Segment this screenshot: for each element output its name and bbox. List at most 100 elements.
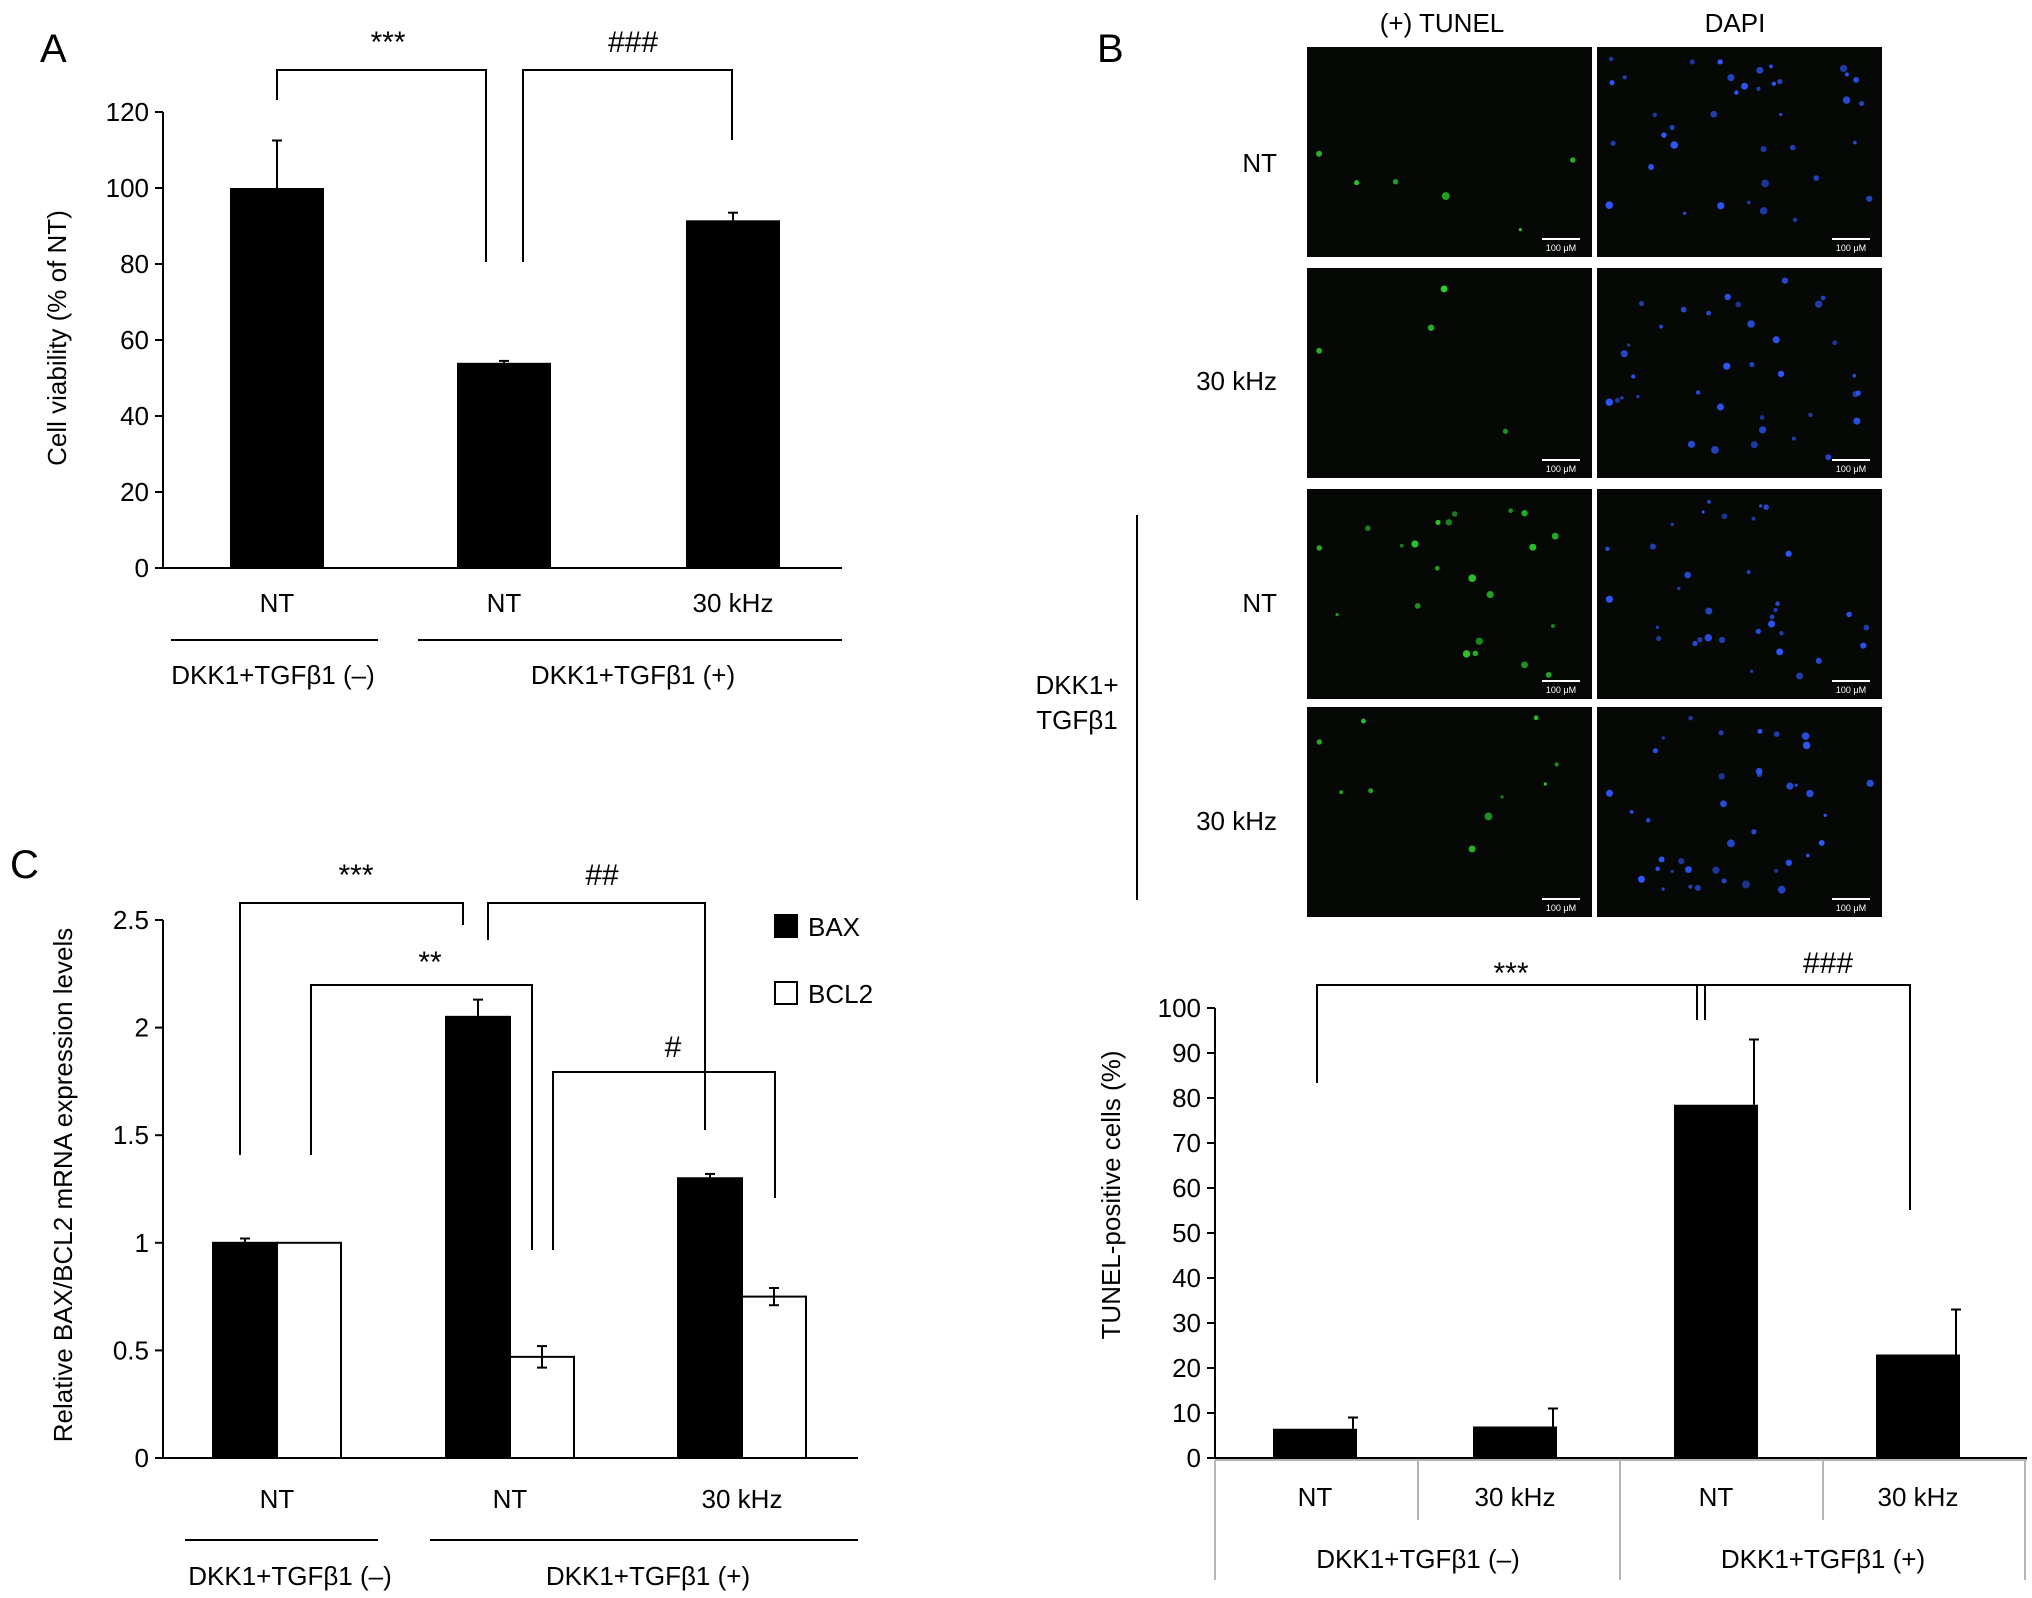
dapi-nucleus: [1751, 829, 1757, 835]
dapi-nucleus: [1636, 394, 1640, 399]
panel-a-y-tick-label: 60: [120, 325, 149, 355]
dapi-nucleus: [1825, 454, 1832, 461]
dapi-nucleus: [1704, 634, 1713, 642]
dapi-image: [1597, 707, 1882, 917]
panel-b-group-label-1: DKK1+TGFβ1 (–): [1316, 1544, 1520, 1574]
row-label-30khz-2: 30 kHz: [1196, 806, 1277, 836]
panel-c-significance-4: #: [665, 1031, 682, 1064]
dapi-nucleus: [1759, 426, 1767, 434]
tunel-positive-cell: [1316, 739, 1322, 745]
tunel-positive-cell: [1335, 613, 1339, 617]
dapi-nucleus: [1818, 840, 1825, 846]
dapi-nucleus: [1659, 324, 1664, 329]
dapi-nucleus: [1806, 853, 1810, 858]
panel-c-bar-bax: [677, 1177, 743, 1459]
dapi-nucleus: [1718, 773, 1726, 780]
panel-c: C Relative BAX/BCL2 mRNA expression leve…: [10, 843, 873, 1591]
panel-b-y-tick-label: 70: [1172, 1128, 1201, 1158]
dapi-nucleus: [1794, 783, 1798, 787]
micrograph-grid: 100 μM 100 μM 100 μM 100 μM 100 μM 100 μM 100 …: [1307, 47, 1882, 917]
panel-c-y-tick-label: 1.5: [113, 1120, 149, 1150]
dapi-nucleus: [1842, 96, 1851, 104]
panel-c-significance-2: ##: [585, 859, 619, 892]
dapi-nucleus: [1813, 175, 1820, 181]
dapi-nucleus: [1814, 300, 1823, 308]
dapi-nucleus: [1649, 543, 1656, 550]
dapi-nucleus: [1866, 779, 1874, 787]
legend-swatch-bax: [774, 914, 798, 938]
dapi-nucleus: [1683, 211, 1687, 215]
dapi-nucleus: [1685, 866, 1692, 873]
scale-bar-label: 100 μM: [1836, 243, 1866, 253]
dapi-nucleus: [1670, 141, 1679, 149]
tunel-positive-cell: [1339, 790, 1344, 795]
dapi-nucleus: [1697, 637, 1703, 643]
dapi-nucleus: [1687, 440, 1696, 448]
tunel-positive-cell: [1399, 543, 1404, 548]
panel-c-y-tick-label: 0: [135, 1443, 149, 1473]
panel-b-y-tick-label: 10: [1172, 1398, 1201, 1428]
dapi-nucleus: [1759, 415, 1765, 420]
panel-c-x-tick-label: NT: [260, 1484, 295, 1514]
panel-a-letter: A: [40, 27, 67, 71]
dapi-nucleus: [1712, 866, 1720, 874]
dapi-nucleus: [1620, 350, 1628, 358]
dapi-nucleus: [1792, 217, 1798, 223]
tunel-positive-cell: [1486, 590, 1494, 599]
dapi-nucleus: [1755, 628, 1761, 635]
dapi-nucleus: [1694, 884, 1701, 891]
panel-b-y-tick-label: 30: [1172, 1308, 1201, 1338]
tunel-positive-cell: [1468, 845, 1476, 853]
dapi-nucleus: [1734, 90, 1739, 95]
tunel-positive-cell: [1570, 157, 1576, 163]
dapi-nucleus: [1711, 446, 1719, 454]
panel-b-y-tick-label: 20: [1172, 1353, 1201, 1383]
dapi-nucleus: [1756, 66, 1764, 74]
tunel-image: [1307, 268, 1592, 478]
dapi-nucleus: [1655, 866, 1660, 872]
dapi-nucleus: [1688, 715, 1693, 721]
panel-c-bars: NT NT 30 kHz: [212, 902, 807, 1514]
panel-a-y-axis-label: Cell viability (% of NT): [42, 210, 72, 466]
dapi-nucleus: [1756, 771, 1762, 778]
dapi-nucleus: [1852, 373, 1857, 378]
dapi-nucleus: [1757, 728, 1763, 734]
dapi-nucleus: [1724, 293, 1731, 301]
tunel-positive-cell: [1365, 525, 1371, 532]
dapi-nucleus: [1844, 72, 1850, 77]
panel-b-y-tick-label: 90: [1172, 1038, 1201, 1068]
dapi-nucleus: [1721, 878, 1727, 884]
panel-b-y-tick-label: 50: [1172, 1218, 1201, 1248]
dapi-nucleus: [1609, 80, 1615, 86]
dapi-nucleus: [1763, 504, 1769, 510]
dapi-nucleus: [1750, 441, 1758, 449]
tunel-positive-cell: [1554, 762, 1559, 767]
dapi-nucleus: [1629, 810, 1634, 814]
dapi-nucleus: [1676, 586, 1681, 591]
tunel-positive-cell: [1368, 788, 1374, 794]
panel-c-y-tick-label: 2.5: [113, 905, 149, 935]
panel-c-y-tick-label: 2: [135, 1013, 149, 1043]
panel-c-bracket-4: [552, 1071, 776, 1250]
tunel-positive-cell: [1435, 519, 1441, 526]
dapi-nucleus: [1853, 417, 1861, 425]
tunel-positive-cell: [1545, 671, 1552, 678]
dapi-nucleus: [1776, 648, 1784, 656]
panel-c-y-tick-label: 0.5: [113, 1335, 149, 1365]
tunel-positive-cell: [1551, 532, 1559, 540]
panel-b-significance-left: ***: [1493, 957, 1528, 990]
row-label-30khz-1: 30 kHz: [1196, 366, 1277, 396]
panel-b-x-tick-label: NT: [1699, 1482, 1734, 1512]
dapi-nucleus: [1655, 625, 1660, 630]
panel-b-y-tick-label: 80: [1172, 1083, 1201, 1113]
panel-c-group-label-2: DKK1+TGFβ1 (+): [546, 1561, 750, 1591]
column-header-dapi: DAPI: [1705, 8, 1766, 38]
dapi-nucleus: [1661, 132, 1667, 138]
tunel-positive-cell: [1440, 285, 1448, 293]
dapi-nucleus: [1760, 145, 1767, 153]
panel-a-x-tick-label: NT: [487, 588, 522, 618]
dapi-nucleus: [1796, 672, 1804, 680]
panel-a-bar: [686, 220, 780, 569]
panel-a-bracket-left: [276, 69, 487, 262]
